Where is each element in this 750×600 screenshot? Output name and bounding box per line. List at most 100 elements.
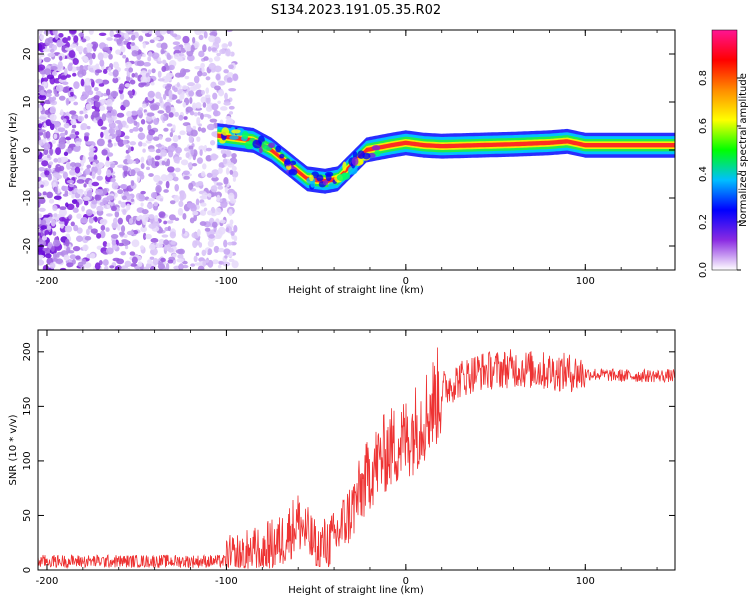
noise-dot — [58, 220, 65, 225]
noise-dot — [64, 190, 69, 196]
noise-dot — [88, 179, 93, 188]
noise-dot — [38, 176, 42, 181]
noise-dot — [38, 201, 41, 208]
ridge-blob — [323, 180, 329, 186]
noise-dot — [91, 181, 100, 187]
noise-dot — [196, 116, 201, 125]
noise-dot — [80, 217, 89, 224]
noise-dot — [62, 37, 68, 44]
x-tick-label: 0 — [403, 576, 409, 587]
noise-dot — [118, 83, 125, 91]
noise-dot — [80, 78, 85, 87]
noise-dot — [225, 227, 230, 233]
noise-dot — [195, 102, 202, 109]
noise-dot — [121, 239, 127, 243]
noise-dot — [166, 220, 174, 224]
noise-dot — [186, 202, 195, 209]
noise-dot — [217, 185, 224, 190]
ridge-blob — [221, 127, 230, 136]
noise-dot — [117, 189, 124, 195]
x-tick-label: 100 — [576, 576, 595, 587]
noise-dot — [142, 148, 146, 153]
noise-dot — [38, 232, 42, 236]
noise-dot — [59, 216, 66, 222]
ridge-blob — [347, 165, 358, 175]
noise-dot — [130, 198, 135, 203]
noise-dot — [198, 34, 204, 41]
noise-dot — [227, 241, 233, 246]
noise-dot — [69, 110, 77, 115]
noise-dot — [102, 259, 109, 266]
noise-dot — [159, 198, 164, 202]
noise-dot — [79, 110, 84, 115]
noise-dot — [42, 48, 51, 53]
noise-dot — [212, 92, 218, 100]
noise-dot — [103, 129, 110, 137]
noise-dot — [133, 120, 138, 126]
noise-dot — [177, 207, 184, 216]
noise-dot — [96, 138, 105, 147]
noise-dot — [122, 139, 128, 145]
noise-dot — [197, 265, 205, 270]
noise-dot — [105, 213, 113, 217]
noise-dot — [102, 68, 108, 75]
noise-dot — [140, 162, 145, 169]
noise-dot — [164, 161, 169, 167]
noise-dot — [182, 213, 187, 220]
noise-dot — [62, 171, 68, 179]
noise-dot — [53, 158, 58, 163]
noise-dot — [180, 192, 187, 200]
noise-dot — [205, 147, 212, 152]
noise-dot — [167, 247, 174, 253]
spectrogram-xlabel: Height of straight line (km) — [288, 285, 424, 296]
noise-dot — [134, 72, 138, 78]
noise-dot — [93, 87, 99, 92]
noise-dot — [125, 61, 132, 69]
noise-dot — [49, 113, 57, 121]
noise-dot — [211, 221, 218, 228]
noise-dot — [107, 117, 114, 124]
noise-dot — [38, 59, 41, 64]
noise-dot — [89, 147, 96, 152]
noise-dot — [54, 120, 61, 128]
noise-dot — [105, 247, 114, 255]
y-tick-label: -10 — [22, 190, 33, 206]
noise-dot — [185, 106, 193, 113]
noise-dot — [52, 252, 58, 259]
noise-dot — [194, 239, 201, 246]
noise-dot — [146, 133, 154, 142]
noise-dot — [192, 125, 197, 130]
noise-dot — [224, 255, 228, 259]
ridge-blob — [324, 171, 334, 177]
noise-dot — [43, 142, 51, 151]
noise-dot — [214, 207, 222, 216]
noise-dot — [89, 253, 96, 259]
noise-dot — [146, 112, 155, 117]
noise-dot — [126, 110, 133, 117]
noise-dot — [217, 264, 222, 269]
noise-dot — [140, 190, 146, 195]
noise-dot — [216, 52, 221, 57]
noise-dot — [129, 79, 136, 85]
noise-dot — [233, 225, 238, 233]
noise-dot — [64, 225, 73, 233]
noise-dot — [65, 74, 72, 78]
y-tick-label: 0 — [22, 147, 33, 153]
noise-dot — [71, 194, 75, 199]
colorbar-tick-label: 0.0 — [698, 262, 709, 278]
noise-dot — [83, 200, 89, 206]
noise-dot — [38, 248, 43, 253]
noise-dot — [53, 89, 58, 95]
noise-dot — [188, 182, 194, 190]
noise-dot — [88, 30, 94, 35]
noise-dot — [84, 84, 92, 93]
noise-dot — [140, 245, 145, 250]
noise-dot — [116, 112, 125, 118]
ridge-blob — [252, 139, 263, 149]
noise-dot — [42, 247, 49, 252]
noise-dot — [138, 141, 143, 147]
noise-dot — [72, 207, 79, 213]
noise-dot — [150, 238, 159, 243]
noise-dot — [165, 174, 174, 182]
noise-dot — [106, 242, 111, 248]
